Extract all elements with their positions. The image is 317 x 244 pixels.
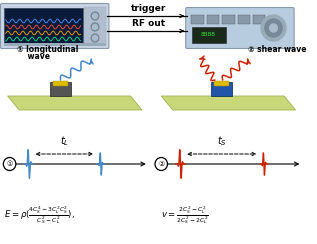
- Text: trigger: trigger: [131, 4, 166, 13]
- Text: ① longitudinal: ① longitudinal: [17, 45, 79, 54]
- Text: RF out: RF out: [132, 19, 165, 28]
- FancyBboxPatch shape: [253, 14, 265, 23]
- FancyBboxPatch shape: [1, 3, 109, 49]
- Polygon shape: [8, 96, 142, 110]
- FancyBboxPatch shape: [207, 14, 219, 23]
- Circle shape: [3, 157, 16, 171]
- FancyBboxPatch shape: [4, 43, 106, 46]
- FancyBboxPatch shape: [214, 81, 230, 86]
- Text: $E = \rho(\frac{4C_S^4-3C_L^2C_S^2}{C_S^2-C_L^2}),$: $E = \rho(\frac{4C_S^4-3C_L^2C_S^2}{C_S^…: [4, 204, 75, 226]
- Circle shape: [155, 157, 167, 171]
- Text: $t_S$: $t_S$: [217, 134, 227, 148]
- Circle shape: [91, 23, 99, 31]
- FancyBboxPatch shape: [211, 82, 232, 96]
- FancyBboxPatch shape: [4, 8, 82, 43]
- Text: wave: wave: [17, 52, 50, 61]
- FancyBboxPatch shape: [222, 14, 235, 23]
- Circle shape: [270, 24, 277, 32]
- Text: ②: ②: [158, 161, 164, 167]
- Text: ② shear wave: ② shear wave: [248, 45, 306, 54]
- Circle shape: [93, 13, 97, 19]
- Circle shape: [91, 12, 99, 20]
- FancyBboxPatch shape: [84, 7, 106, 45]
- Text: 8888: 8888: [201, 32, 216, 38]
- Circle shape: [93, 35, 97, 41]
- Circle shape: [93, 24, 97, 30]
- FancyBboxPatch shape: [50, 82, 71, 96]
- Text: ①: ①: [6, 161, 13, 167]
- Circle shape: [261, 15, 286, 41]
- FancyBboxPatch shape: [53, 81, 68, 86]
- FancyBboxPatch shape: [237, 14, 250, 23]
- FancyBboxPatch shape: [191, 14, 204, 23]
- FancyBboxPatch shape: [186, 8, 294, 49]
- FancyBboxPatch shape: [192, 27, 225, 43]
- Polygon shape: [161, 96, 295, 110]
- Text: $t_L$: $t_L$: [60, 134, 69, 148]
- Circle shape: [91, 34, 99, 42]
- Circle shape: [265, 19, 282, 37]
- Text: $v = \frac{2C_S^2-C_L^2}{2C_S^2-2C_L^2}$: $v = \frac{2C_S^2-C_L^2}{2C_S^2-2C_L^2}$: [161, 204, 209, 226]
